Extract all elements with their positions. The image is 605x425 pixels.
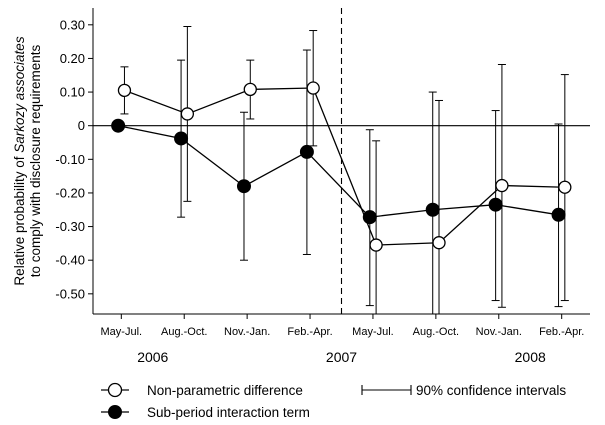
- y-axis-label-prefix: Relative probability of: [12, 153, 27, 286]
- data-point-filled: [174, 131, 189, 146]
- data-point-filled: [488, 197, 503, 212]
- data-point-hollow: [306, 81, 320, 95]
- y-axis-label-line2: to comply with disclosure requirements: [28, 44, 43, 277]
- legend-label-interaction: Sub-period interaction term: [147, 405, 310, 420]
- year-label: 2007: [326, 349, 357, 365]
- y-tick-label: 0.20: [60, 51, 85, 66]
- data-point-filled: [299, 144, 314, 159]
- x-tick-label: Aug.-Oct.: [161, 326, 207, 338]
- data-point-hollow: [243, 82, 257, 97]
- x-tick-label: Nov.-Jan.: [224, 326, 270, 338]
- x-tick-label: Nov.-Jan.: [476, 326, 522, 338]
- x-tick-label: May-Jul.: [352, 326, 394, 338]
- year-label: 2006: [137, 349, 168, 365]
- series-nonparametric: [117, 25, 572, 314]
- y-axis-label: Relative probability of Sarkozy associat…: [12, 36, 27, 285]
- series-layer: [111, 25, 572, 314]
- y-tick-label: -0.20: [55, 185, 85, 200]
- data-point-hollow: [432, 236, 446, 250]
- legend-label-ci: 90% confidence intervals: [416, 383, 566, 398]
- x-tick-label: Feb.-Apr.: [539, 326, 584, 338]
- y-tick-label: -0.30: [55, 219, 85, 234]
- x-axis: May-Jul. Aug.-Oct. Nov.-Jan. Feb.-Apr. May-J…: [101, 314, 584, 365]
- y-tick-label: 0.10: [60, 85, 85, 100]
- legend-ci-marker: [361, 385, 412, 395]
- series-interaction: [111, 49, 566, 314]
- x-tick-label: May-Jul.: [101, 326, 143, 338]
- y-tick-label: -0.50: [55, 286, 85, 301]
- data-point-filled: [111, 118, 126, 133]
- y-tick-label: 0: [78, 118, 85, 133]
- series-line: [118, 125, 559, 218]
- data-point-hollow: [495, 178, 509, 193]
- data-point-filled: [236, 179, 251, 194]
- plot-frame: [92, 8, 590, 315]
- y-tick-label: 0.30: [60, 17, 85, 32]
- data-point-hollow: [369, 238, 383, 252]
- y-tick-label: -0.40: [55, 253, 85, 268]
- data-point-filled: [362, 210, 377, 225]
- legend-label-nonparametric: Non-parametric difference: [147, 383, 303, 398]
- series-line: [124, 87, 565, 246]
- legend-hollow-marker: [107, 382, 123, 398]
- data-point-filled: [551, 207, 566, 222]
- data-point-hollow: [180, 107, 195, 121]
- y-tick-label: -0.10: [55, 152, 85, 167]
- data-point-filled: [425, 202, 440, 217]
- data-point-hollow: [117, 83, 132, 98]
- y-axis: 0.30 0.20 0.10 0 -0.10 -0.20 -0.30 -0.40 -0.50: [55, 17, 93, 301]
- legend: Non-parametric difference 90% confidence…: [101, 382, 566, 420]
- x-tick-label: Feb.-Apr.: [287, 326, 332, 338]
- x-tick-label: Aug.-Oct.: [413, 326, 459, 338]
- y-axis-label-italic: Sarkozy associates: [12, 36, 27, 153]
- data-point-hollow: [558, 180, 572, 194]
- year-label: 2008: [515, 349, 546, 365]
